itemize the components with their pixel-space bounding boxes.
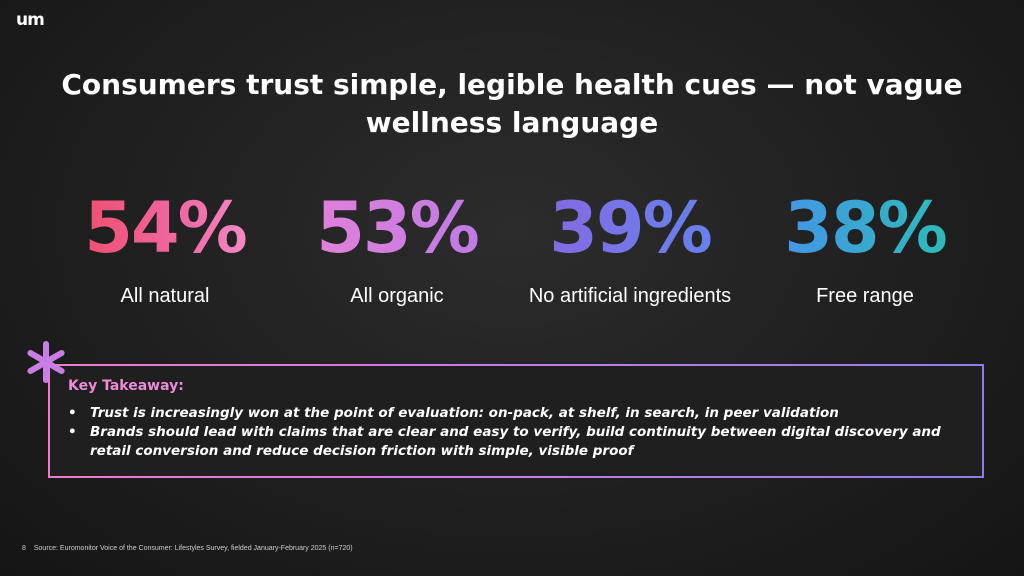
stat-value: 39% <box>515 186 745 270</box>
stat-free-range: 38% Free range <box>750 186 980 309</box>
key-takeaway-box: Key Takeaway: Trust is increasingly won … <box>48 364 984 478</box>
stat-label: Free range <box>816 285 914 307</box>
stat-label: All natural <box>120 285 210 307</box>
brand-logo: um <box>16 10 45 30</box>
page-number: 8 <box>22 545 26 552</box>
asterisk-icon <box>27 341 65 383</box>
stat-no-artificial-ingredients: 39% No artificial ingredients <box>515 186 745 309</box>
stat-label: All organic <box>350 285 444 307</box>
slide-title: Consumers trust simple, legible health c… <box>61 68 963 139</box>
stat-label: No artificial ingredients <box>528 285 732 307</box>
stat-value: 54% <box>50 186 280 270</box>
footer: 8 Source: Euromonitor Voice of the Consu… <box>22 545 353 552</box>
stat-all-natural: 54% All natural <box>50 186 280 309</box>
key-takeaway-title: Key Takeaway: <box>68 378 184 394</box>
stat-all-organic: 53% All organic <box>282 186 512 309</box>
takeaway-bullets: Trust is increasingly won at the point o… <box>68 404 968 461</box>
takeaway-bullet: Brands should lead with claims that are … <box>68 423 968 461</box>
stat-value: 53% <box>282 186 512 270</box>
source-note: Source: Euromonitor Voice of the Consume… <box>33 545 353 552</box>
takeaway-bullet: Trust is increasingly won at the point o… <box>68 404 968 423</box>
stat-value: 38% <box>750 186 980 270</box>
